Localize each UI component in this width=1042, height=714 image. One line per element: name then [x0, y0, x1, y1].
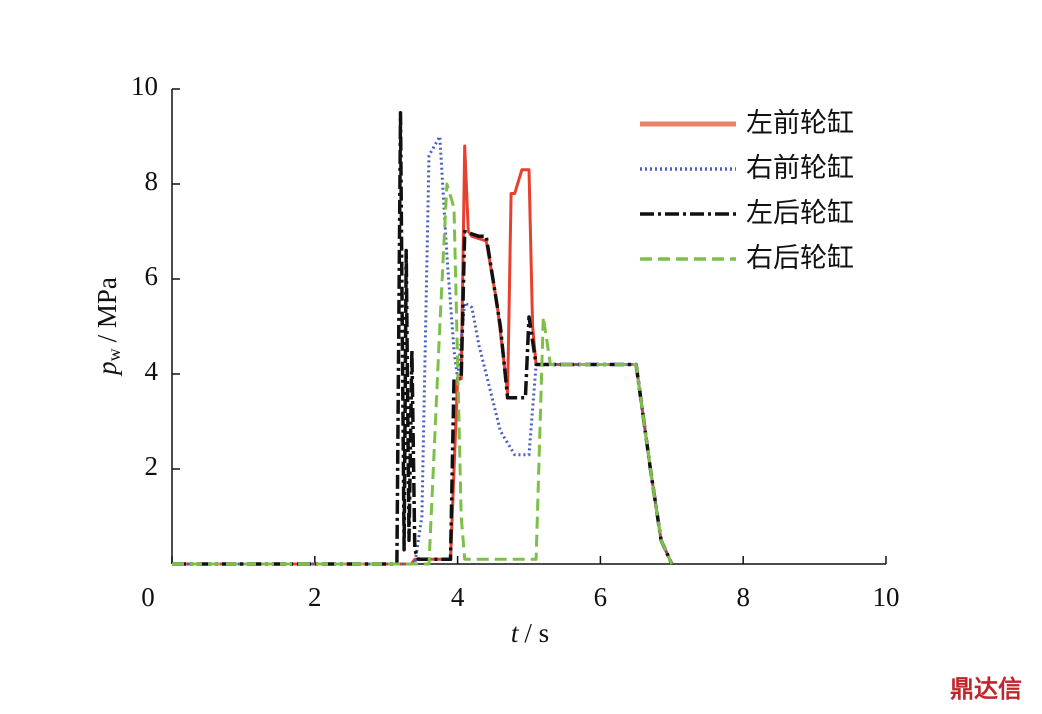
- series-line: [172, 182, 674, 566]
- y-tick-label: 6: [145, 261, 159, 291]
- y-tick-label: 8: [145, 166, 159, 196]
- x-tick-label: 10: [873, 582, 900, 612]
- watermark: 鼎达信: [950, 675, 1022, 703]
- x-tick-label: 2: [308, 582, 322, 612]
- y-tick-label: 10: [131, 71, 158, 101]
- legend-label: 右后轮缸: [746, 243, 854, 273]
- x-tick-label: 6: [594, 582, 608, 612]
- x-axis-label: t / s: [511, 618, 549, 648]
- x-label-unit: / s: [524, 618, 549, 648]
- x-label-symbol: t: [511, 618, 520, 648]
- y-label-unit: / MPa: [92, 277, 122, 342]
- x-tick-label: 4: [451, 582, 465, 612]
- x-tick-label: 0: [141, 582, 155, 612]
- y-tick-label: 2: [145, 451, 159, 481]
- legend-label: 右前轮缸: [746, 153, 854, 183]
- series-line: [172, 135, 674, 566]
- y-label-symbol: p: [92, 361, 122, 377]
- y-axis-label: pw / MPa: [92, 277, 124, 377]
- series-line: [172, 111, 674, 566]
- y-label-subscript: w: [104, 348, 124, 361]
- legend-label: 左后轮缸: [746, 198, 854, 228]
- legend-label: 左前轮缸: [746, 108, 854, 138]
- y-tick-label: 4: [145, 356, 159, 386]
- x-tick-label: 8: [736, 582, 750, 612]
